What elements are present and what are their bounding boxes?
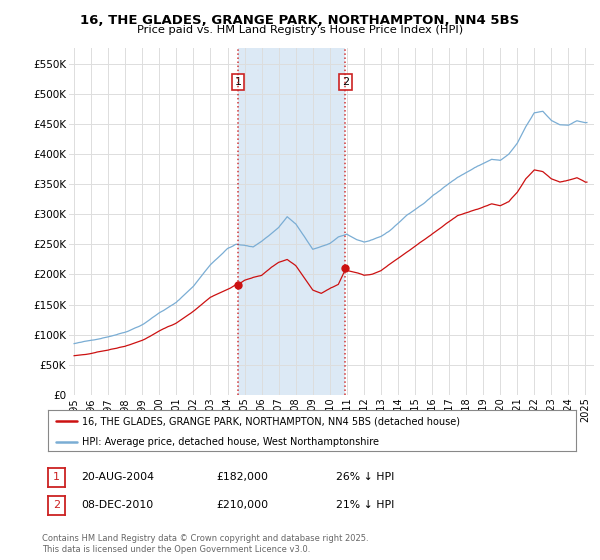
Text: 1: 1 (235, 77, 242, 87)
Text: 26% ↓ HPI: 26% ↓ HPI (336, 472, 394, 482)
Text: 1: 1 (53, 472, 60, 482)
Text: £210,000: £210,000 (216, 500, 268, 510)
Text: 16, THE GLADES, GRANGE PARK, NORTHAMPTON, NN4 5BS: 16, THE GLADES, GRANGE PARK, NORTHAMPTON… (80, 14, 520, 27)
Text: Contains HM Land Registry data © Crown copyright and database right 2025.
This d: Contains HM Land Registry data © Crown c… (42, 534, 368, 554)
Text: 08-DEC-2010: 08-DEC-2010 (81, 500, 153, 510)
Text: 16, THE GLADES, GRANGE PARK, NORTHAMPTON, NN4 5BS (detached house): 16, THE GLADES, GRANGE PARK, NORTHAMPTON… (82, 417, 460, 426)
Text: 20-AUG-2004: 20-AUG-2004 (81, 472, 154, 482)
Bar (238, 48, 346, 395)
Text: £182,000: £182,000 (216, 472, 268, 482)
Text: 21% ↓ HPI: 21% ↓ HPI (336, 500, 394, 510)
Text: HPI: Average price, detached house, West Northamptonshire: HPI: Average price, detached house, West… (82, 437, 379, 447)
Text: 2: 2 (342, 77, 349, 87)
Text: Price paid vs. HM Land Registry's House Price Index (HPI): Price paid vs. HM Land Registry's House … (137, 25, 463, 35)
Text: 2: 2 (53, 500, 60, 510)
